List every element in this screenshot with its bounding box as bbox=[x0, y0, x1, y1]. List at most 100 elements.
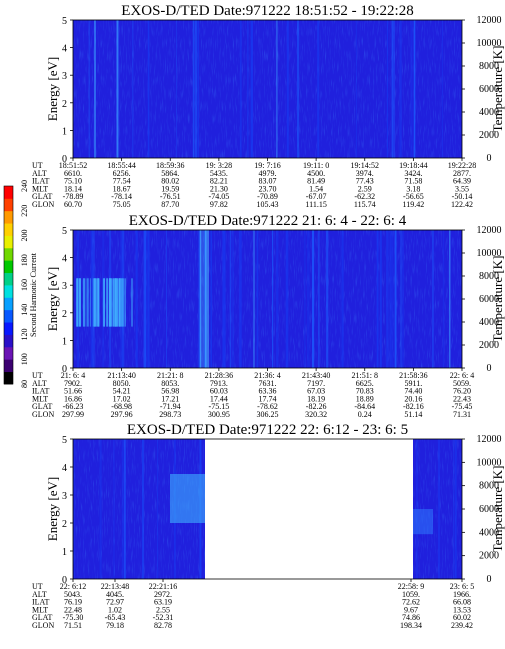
band-streak bbox=[113, 278, 115, 327]
heatmap-streak bbox=[400, 230, 402, 368]
ephemeris-row-label: ALT bbox=[32, 590, 47, 599]
y-axis-right: 0 2000 4000 6000 8000 10000 12000 Temperature [… bbox=[462, 15, 505, 164]
ephemeris-cell: -66.23 bbox=[63, 402, 84, 411]
heatmap-streak bbox=[113, 439, 115, 579]
ephemeris-cell: 3974. bbox=[356, 169, 374, 178]
ephemeris-row-label: GLAT bbox=[32, 613, 53, 622]
ephemeris-cell: 13.53 bbox=[453, 605, 471, 614]
band-streak bbox=[87, 278, 89, 327]
ephemeris-cell: 21.30 bbox=[210, 184, 228, 193]
band-streak bbox=[84, 278, 86, 327]
colorbar-swatch bbox=[4, 322, 13, 335]
band-streak bbox=[119, 278, 121, 327]
ephemeris-cell: -84.64 bbox=[354, 402, 375, 411]
data-gap bbox=[205, 438, 413, 580]
ephemeris-cell: 21:28:36 bbox=[205, 371, 233, 380]
band-streak bbox=[124, 278, 126, 327]
ephemeris-cell: 22:58: 9 bbox=[398, 582, 424, 591]
ephemeris-cell: 18.67 bbox=[113, 184, 131, 193]
ephemeris-cell: 3424. bbox=[404, 169, 422, 178]
heatmap-streak bbox=[317, 20, 320, 158]
ephemeris-cell: 70.83 bbox=[356, 387, 374, 396]
ephemeris-cell: 77.43 bbox=[356, 177, 374, 186]
y2-axis-label: Temperature [K] bbox=[490, 46, 505, 133]
ephemeris-cell: 71.58 bbox=[404, 177, 422, 186]
heatmap-streak bbox=[410, 20, 413, 158]
y-tick-label: 4 bbox=[62, 463, 67, 474]
band-streak bbox=[114, 278, 117, 327]
ephemeris-cell: 5435. bbox=[210, 169, 228, 178]
heatmap-streak bbox=[276, 230, 279, 368]
ephemeris-cell: 2877. bbox=[453, 169, 471, 178]
ephemeris-cell: 7197. bbox=[307, 379, 325, 388]
ephemeris-cell: 21:51: 8 bbox=[352, 371, 378, 380]
heatmap-streak bbox=[326, 230, 329, 368]
heatmap-streak bbox=[88, 20, 90, 158]
y2-tick-label: 8000 bbox=[479, 61, 499, 72]
y2-tick-label: 8000 bbox=[479, 271, 499, 282]
y-tick-label: 4 bbox=[62, 44, 67, 55]
colorbar-swatch bbox=[4, 210, 13, 224]
band-streak bbox=[114, 278, 117, 327]
ephemeris-cell: -71.94 bbox=[160, 402, 181, 411]
ephemeris-cell: 60.03 bbox=[210, 387, 228, 396]
heatmap-streak bbox=[118, 20, 120, 158]
ephemeris-cell: -75.45 bbox=[452, 402, 473, 411]
colorbar-swatch bbox=[4, 285, 13, 298]
y-tick-label: 3 bbox=[62, 281, 67, 292]
ephemeris-cell: -74.05 bbox=[209, 192, 230, 201]
ephemeris-cell: 320.32 bbox=[305, 410, 327, 419]
band-streak bbox=[106, 278, 108, 327]
ephemeris-cell: -82.26 bbox=[306, 402, 327, 411]
ephemeris-cell: 87.70 bbox=[161, 200, 179, 209]
y2-axis-label: Temperature [K] bbox=[490, 466, 505, 553]
ephemeris-cell: 51.66 bbox=[64, 387, 82, 396]
band-streak bbox=[102, 278, 105, 327]
y-tick-label: 2 bbox=[62, 519, 67, 530]
ephemeris-cell: 17.02 bbox=[113, 394, 131, 403]
y-tick-label: 1 bbox=[62, 126, 67, 137]
panel-2: EXOS-D/TED Date:971222 21: 6: 4 - 22: 6:… bbox=[32, 213, 505, 419]
ephemeris-cell: -65.43 bbox=[105, 613, 126, 622]
ephemeris-cell: 4045. bbox=[106, 590, 124, 599]
ephemeris-cell: 63.36 bbox=[259, 387, 277, 396]
heatmap-streak bbox=[147, 20, 150, 158]
ephemeris-cell: 72.62 bbox=[402, 598, 420, 607]
heatmap-streak bbox=[116, 20, 119, 158]
ephemeris-cell: 198.34 bbox=[400, 621, 422, 630]
colorbar-swatch bbox=[4, 186, 13, 199]
heatmap-streak bbox=[147, 230, 150, 368]
ephemeris-cell: 19: 7:16 bbox=[254, 161, 280, 170]
heatmap-streak bbox=[413, 20, 416, 158]
band-streak bbox=[92, 278, 94, 327]
ephemeris-cell: 18:59:36 bbox=[156, 161, 184, 170]
ephemeris-cell: 82.21 bbox=[210, 177, 228, 186]
ephemeris-cell: 74.86 bbox=[402, 613, 420, 622]
ephemeris-cell: 298.73 bbox=[159, 410, 181, 419]
heatmap-streak bbox=[142, 439, 144, 579]
colorbar-swatch bbox=[4, 309, 13, 323]
heatmap-streak bbox=[157, 439, 159, 579]
heatmap-streak bbox=[199, 230, 202, 368]
ephemeris-cell: 17.44 bbox=[210, 394, 228, 403]
heatmap-streak bbox=[251, 20, 253, 158]
y-axis-label: Energy [eV] bbox=[45, 57, 60, 121]
ephemeris-cell: 4500. bbox=[307, 169, 325, 178]
heatmap-streak bbox=[393, 20, 395, 158]
y2-tick-label: 2000 bbox=[479, 551, 499, 562]
heatmap-streak bbox=[91, 230, 95, 368]
ephemeris-row-label: UT bbox=[32, 582, 43, 591]
heatmap-streak bbox=[386, 230, 389, 368]
y2-tick-label: 12000 bbox=[477, 434, 502, 445]
colorbar-swatch bbox=[4, 334, 13, 348]
heatmap-streak bbox=[99, 439, 102, 579]
ephemeris-cell: -70.89 bbox=[257, 192, 278, 201]
ephemeris-cell: 51.14 bbox=[404, 410, 422, 419]
ephemeris-row-label: GLAT bbox=[32, 402, 53, 411]
heatmap-streak bbox=[304, 230, 306, 368]
ephemeris-cell: 22:13:48 bbox=[101, 582, 129, 591]
ephemeris-cell: -67.07 bbox=[306, 192, 327, 201]
band-streak bbox=[94, 278, 95, 327]
low-energy-band bbox=[76, 230, 209, 368]
y2-tick-label: 2000 bbox=[479, 130, 499, 141]
